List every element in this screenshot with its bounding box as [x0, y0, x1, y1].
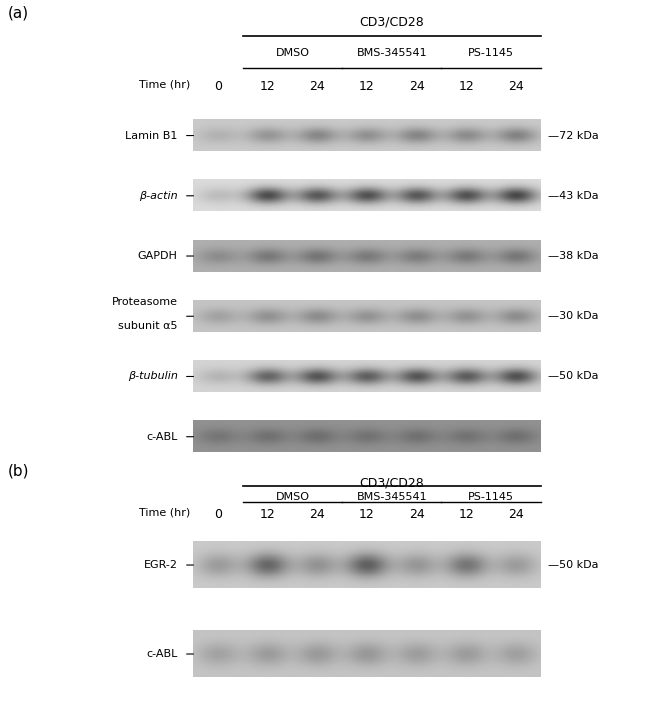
Text: —72 kDa: —72 kDa [548, 131, 599, 140]
Text: 24: 24 [409, 80, 424, 93]
Text: 24: 24 [309, 80, 325, 93]
Text: Time (hr): Time (hr) [139, 508, 190, 518]
Text: 12: 12 [359, 80, 375, 93]
Text: EGR-2: EGR-2 [144, 560, 177, 570]
Text: 24: 24 [508, 80, 524, 93]
Text: Lamin B1: Lamin B1 [125, 131, 177, 140]
Text: 24: 24 [309, 508, 325, 521]
Text: c-ABL: c-ABL [146, 432, 177, 442]
Text: CD3/CD28: CD3/CD28 [359, 15, 424, 28]
Text: —50 kDa: —50 kDa [548, 371, 599, 381]
Text: 24: 24 [508, 508, 524, 521]
Text: 12: 12 [260, 80, 276, 93]
Text: —43 kDa: —43 kDa [548, 191, 599, 201]
Text: CD3/CD28: CD3/CD28 [359, 476, 424, 489]
Text: BMS-345541: BMS-345541 [356, 48, 427, 58]
Text: —38 kDa: —38 kDa [548, 251, 599, 261]
Text: PS-1145: PS-1145 [468, 48, 514, 58]
Text: 0: 0 [214, 508, 222, 521]
Text: PS-1145: PS-1145 [468, 492, 514, 502]
Text: 12: 12 [458, 508, 474, 521]
Text: 12: 12 [359, 508, 375, 521]
Text: BMS-345541: BMS-345541 [356, 492, 427, 502]
Text: 0: 0 [214, 80, 222, 93]
Text: GAPDH: GAPDH [138, 251, 177, 261]
Text: DMSO: DMSO [276, 492, 309, 502]
Text: Proteasome: Proteasome [112, 297, 177, 307]
Text: 12: 12 [458, 80, 474, 93]
Text: 24: 24 [409, 508, 424, 521]
Text: —30 kDa: —30 kDa [548, 311, 599, 322]
Text: (a): (a) [8, 6, 29, 20]
Text: β-actin: β-actin [139, 191, 177, 201]
Text: 12: 12 [260, 508, 276, 521]
Text: subunit α5: subunit α5 [118, 321, 177, 331]
Text: DMSO: DMSO [276, 48, 309, 58]
Text: β-tubulin: β-tubulin [128, 371, 177, 381]
Text: —50 kDa: —50 kDa [548, 560, 599, 570]
Text: c-ABL: c-ABL [146, 649, 177, 659]
Text: Time (hr): Time (hr) [139, 80, 190, 90]
Text: (b): (b) [8, 463, 29, 478]
